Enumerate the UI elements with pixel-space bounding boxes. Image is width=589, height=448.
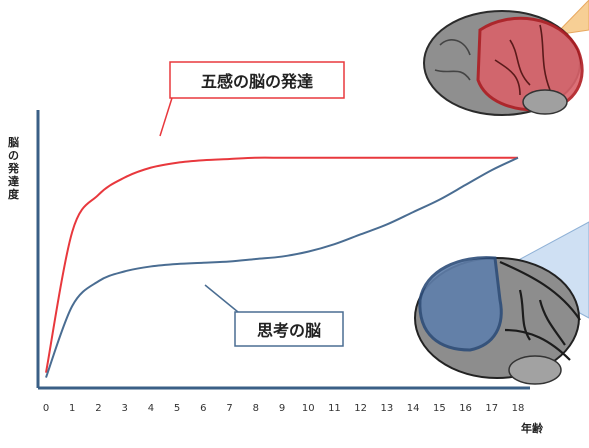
y-axis-label: 脳の発達度 — [7, 136, 20, 201]
orange-callout — [553, 0, 589, 36]
sensory-series-label: 五感の脳の発達 — [201, 72, 313, 91]
x-tick-label: 15 — [433, 403, 446, 414]
x-tick-label: 18 — [512, 403, 525, 414]
x-tick-label: 4 — [148, 403, 154, 414]
x-tick-label: 0 — [43, 403, 49, 414]
x-tick-label: 7 — [226, 403, 232, 414]
brain-illustration-bottom — [414, 256, 581, 385]
x-tick-label: 6 — [200, 403, 206, 414]
brain-illustration-top — [423, 10, 584, 116]
x-tick-label: 12 — [354, 403, 367, 414]
x-tick-label: 11 — [328, 403, 341, 414]
thinking-brain-line — [45, 156, 519, 378]
x-tick-label: 10 — [302, 403, 315, 414]
series-lines — [45, 156, 519, 378]
x-tick-labels: 0 1 2 3 4 5 6 7 8 9 10 11 12 13 14 15 16 17 18 — [43, 403, 525, 414]
x-tick-label: 5 — [174, 403, 180, 414]
x-axis-label: 年齢 — [521, 421, 544, 435]
sensory-label-box: 五感の脳の発達 — [169, 61, 345, 99]
sensory-leader-line — [159, 97, 173, 137]
x-tick-label: 9 — [279, 403, 285, 414]
x-tick-label: 16 — [459, 403, 472, 414]
x-tick-label: 2 — [95, 403, 101, 414]
thinking-leader-line — [204, 284, 239, 313]
sensory-brain-line — [45, 156, 518, 373]
x-tick-label: 17 — [485, 403, 498, 414]
thinking-label-box: 思考の脳 — [234, 311, 344, 347]
thinking-series-label: 思考の脳 — [257, 321, 321, 340]
x-tick-label: 13 — [381, 403, 394, 414]
x-tick-label: 14 — [407, 403, 420, 414]
x-tick-label: 8 — [253, 403, 259, 414]
x-tick-label: 1 — [69, 403, 75, 414]
x-tick-label: 3 — [121, 403, 127, 414]
